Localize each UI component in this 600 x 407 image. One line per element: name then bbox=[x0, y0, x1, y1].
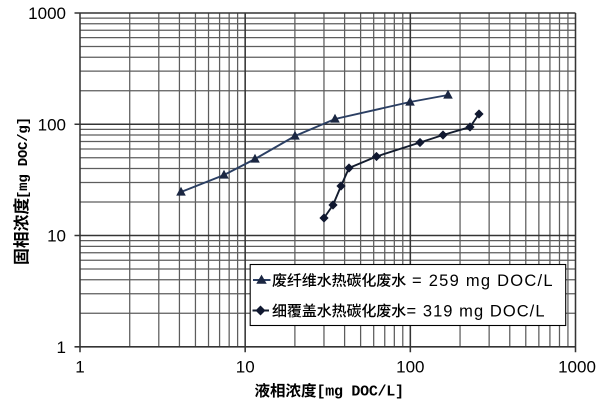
svg-text:[mg DOC/L]: [mg DOC/L] bbox=[317, 383, 405, 400]
svg-text:100: 100 bbox=[396, 358, 424, 377]
svg-text:100: 100 bbox=[38, 115, 66, 134]
svg-text:10: 10 bbox=[47, 227, 66, 246]
svg-text:= 259 mg DOC/L: = 259 mg DOC/L bbox=[412, 272, 553, 290]
svg-text:1000: 1000 bbox=[558, 358, 596, 377]
svg-text:[mg DOC/g]: [mg DOC/g] bbox=[16, 117, 32, 199]
svg-text:10: 10 bbox=[236, 358, 255, 377]
svg-text:= 319 mg DOC/L: = 319 mg DOC/L bbox=[407, 302, 545, 320]
svg-text:1: 1 bbox=[57, 338, 66, 357]
svg-text:1000: 1000 bbox=[28, 4, 66, 23]
svg-text:1: 1 bbox=[75, 358, 84, 377]
